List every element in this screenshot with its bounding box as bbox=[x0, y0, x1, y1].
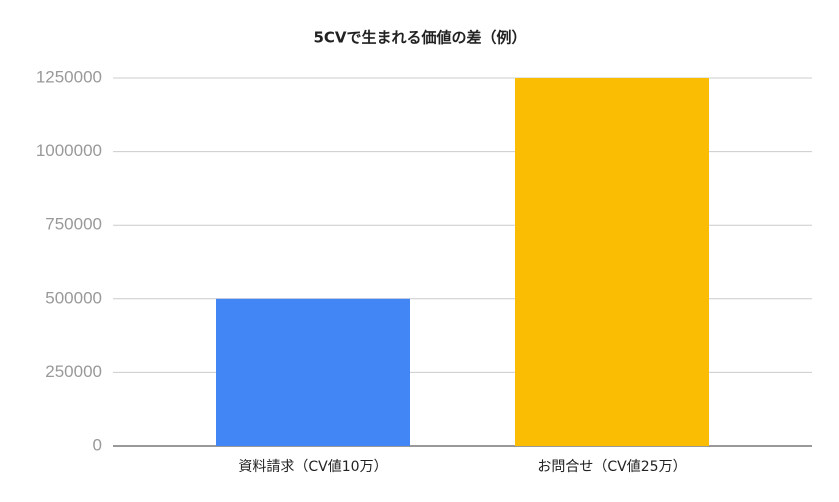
y-tick-label: 0 bbox=[93, 435, 102, 454]
chart-title: 5CVで生まれる価値の差（例） bbox=[313, 29, 526, 47]
y-tick-label: 250000 bbox=[45, 362, 102, 381]
y-tick-label: 750000 bbox=[45, 215, 102, 234]
bar bbox=[216, 298, 410, 446]
y-tick-label: 1250000 bbox=[36, 67, 102, 86]
x-tick-label: 資料請求（CV値10万） bbox=[238, 459, 387, 475]
y-tick-label: 1000000 bbox=[36, 141, 102, 160]
x-tick-label: お問合せ（CV値25万） bbox=[537, 459, 686, 475]
y-tick-label: 500000 bbox=[45, 288, 102, 307]
bar bbox=[515, 78, 709, 446]
